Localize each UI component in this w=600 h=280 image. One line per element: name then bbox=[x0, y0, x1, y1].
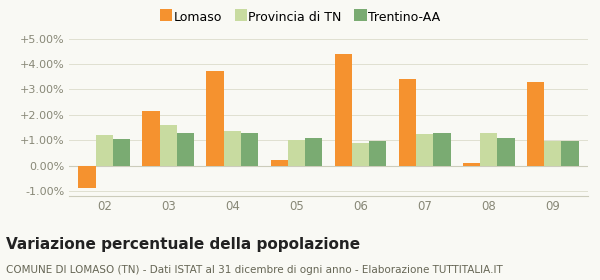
Bar bbox=[78, 165, 95, 188]
Bar bbox=[305, 138, 322, 165]
Bar bbox=[113, 139, 130, 165]
Bar bbox=[369, 141, 386, 165]
Text: Variazione percentuale della popolazione: Variazione percentuale della popolazione bbox=[6, 237, 360, 252]
Bar bbox=[527, 82, 544, 165]
Bar bbox=[480, 133, 497, 165]
Bar bbox=[544, 141, 562, 165]
Bar bbox=[142, 111, 160, 165]
Bar bbox=[241, 133, 259, 165]
Bar bbox=[177, 133, 194, 165]
Text: COMUNE DI LOMASO (TN) - Dati ISTAT al 31 dicembre di ogni anno - Elaborazione TU: COMUNE DI LOMASO (TN) - Dati ISTAT al 31… bbox=[6, 265, 503, 275]
Bar bbox=[562, 141, 579, 165]
Bar bbox=[463, 163, 480, 165]
Bar bbox=[352, 143, 369, 165]
Bar bbox=[335, 54, 352, 165]
Bar bbox=[271, 160, 288, 165]
Bar bbox=[206, 71, 224, 165]
Bar bbox=[160, 125, 177, 165]
Bar bbox=[416, 134, 433, 165]
Bar bbox=[288, 140, 305, 165]
Bar bbox=[398, 79, 416, 165]
Bar bbox=[95, 135, 113, 165]
Legend: Lomaso, Provincia di TN, Trentino-AA: Lomaso, Provincia di TN, Trentino-AA bbox=[155, 6, 445, 29]
Bar bbox=[433, 133, 451, 165]
Bar bbox=[224, 130, 241, 165]
Bar bbox=[497, 138, 515, 165]
